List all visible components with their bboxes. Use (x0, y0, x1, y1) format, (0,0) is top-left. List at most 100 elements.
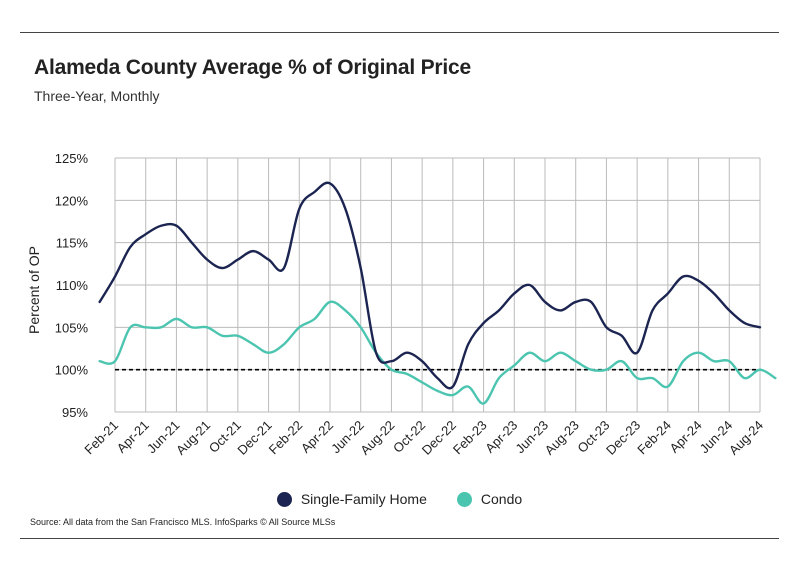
x-tick-label: Apr-23 (482, 418, 520, 456)
data-point-condo (712, 359, 716, 363)
data-point-condo (389, 367, 393, 371)
chart-frame (20, 32, 779, 539)
x-tick-label: Aug-23 (542, 418, 582, 458)
data-point-condo (113, 359, 117, 363)
data-point-sfh (635, 351, 639, 355)
data-point-sfh (282, 266, 286, 270)
data-point-condo (604, 367, 608, 371)
data-point-condo (159, 325, 163, 329)
data-point-sfh (220, 266, 224, 270)
data-point-sfh (574, 300, 578, 304)
data-point-sfh (543, 300, 547, 304)
data-point-condo (405, 372, 409, 376)
data-point-condo (312, 317, 316, 321)
data-point-sfh (742, 321, 746, 325)
data-point-sfh (497, 308, 501, 312)
x-tick-label: Dec-21 (234, 418, 274, 458)
data-point-sfh (712, 291, 716, 295)
data-point-condo (620, 359, 624, 363)
data-point-sfh (205, 257, 209, 261)
data-point-sfh (128, 245, 132, 249)
data-point-condo (727, 359, 731, 363)
data-point-condo (328, 300, 332, 304)
data-point-condo (174, 317, 178, 321)
x-tick-label: Apr-21 (114, 418, 152, 456)
x-tick-label: Aug-22 (357, 418, 397, 458)
data-point-sfh (435, 376, 439, 380)
data-point-sfh (343, 207, 347, 211)
x-tick-label: Dec-22 (419, 418, 459, 458)
data-point-sfh (251, 249, 255, 253)
chart-title: Alameda County Average % of Original Pri… (34, 56, 471, 79)
x-tick-label: Apr-24 (666, 418, 704, 456)
data-point-condo (589, 367, 593, 371)
data-point-condo (236, 334, 240, 338)
data-point-sfh (681, 274, 685, 278)
data-point-sfh (374, 351, 378, 355)
x-tick-label: Apr-22 (298, 418, 336, 456)
data-point-condo (574, 359, 578, 363)
data-point-condo (512, 363, 516, 367)
data-point-condo (451, 393, 455, 397)
data-point-condo (251, 342, 255, 346)
data-point-sfh (650, 308, 654, 312)
data-point-condo (650, 376, 654, 380)
data-point-condo (435, 389, 439, 393)
chart-subtitle: Three-Year, Monthly (34, 88, 160, 104)
data-point-condo (466, 384, 470, 388)
data-point-condo (297, 325, 301, 329)
data-point-condo (190, 325, 194, 329)
data-point-sfh (512, 291, 516, 295)
source-note: Source: All data from the San Francisco … (30, 517, 336, 527)
x-tick-label: Aug-21 (173, 418, 213, 458)
data-point-sfh (758, 325, 762, 329)
legend-label-sfh: Single-Family Home (300, 491, 427, 507)
legend-item-condo[interactable]: Condo (456, 491, 523, 507)
data-point-sfh (113, 274, 117, 278)
data-point-condo (220, 334, 224, 338)
y-tick-label: 110% (56, 278, 89, 293)
data-point-condo (481, 401, 485, 405)
y-tick-label: 115% (56, 236, 89, 251)
x-tick-label: Dec-23 (603, 418, 643, 458)
data-point-sfh (466, 342, 470, 346)
data-point-condo (282, 342, 286, 346)
data-point-condo (758, 367, 762, 371)
x-tick-label: Feb-24 (634, 418, 674, 458)
data-point-condo (558, 351, 562, 355)
legend-item-sfh[interactable]: Single-Family Home (276, 491, 427, 507)
data-point-sfh (389, 359, 393, 363)
data-point-sfh (144, 232, 148, 236)
data-point-sfh (190, 240, 194, 244)
data-point-sfh (297, 207, 301, 211)
data-point-condo (343, 308, 347, 312)
data-point-sfh (558, 308, 562, 312)
data-point-sfh (359, 266, 363, 270)
data-point-condo (144, 325, 148, 329)
data-point-sfh (589, 300, 593, 304)
data-point-condo (681, 359, 685, 363)
data-point-sfh (236, 257, 240, 261)
data-point-sfh (159, 224, 163, 228)
data-point-sfh (481, 321, 485, 325)
data-point-condo (497, 376, 501, 380)
data-point-condo (666, 384, 670, 388)
data-point-condo (742, 376, 746, 380)
legend-swatch-sfh (276, 491, 292, 507)
y-tick-label: 125% (55, 151, 89, 166)
data-point-sfh (696, 279, 700, 283)
y-tick-label: 120% (55, 193, 89, 208)
data-point-sfh (328, 181, 332, 185)
data-point-condo (773, 376, 777, 380)
legend-label-condo: Condo (480, 491, 523, 507)
data-point-sfh (97, 300, 101, 304)
data-point-sfh (604, 325, 608, 329)
x-tick-label: Feb-23 (450, 418, 490, 458)
x-tick-label: Feb-21 (81, 418, 121, 458)
data-point-condo (128, 325, 132, 329)
y-tick-label: 105% (55, 320, 89, 335)
data-point-sfh (527, 283, 531, 287)
data-point-condo (97, 359, 101, 363)
data-point-condo (543, 359, 547, 363)
